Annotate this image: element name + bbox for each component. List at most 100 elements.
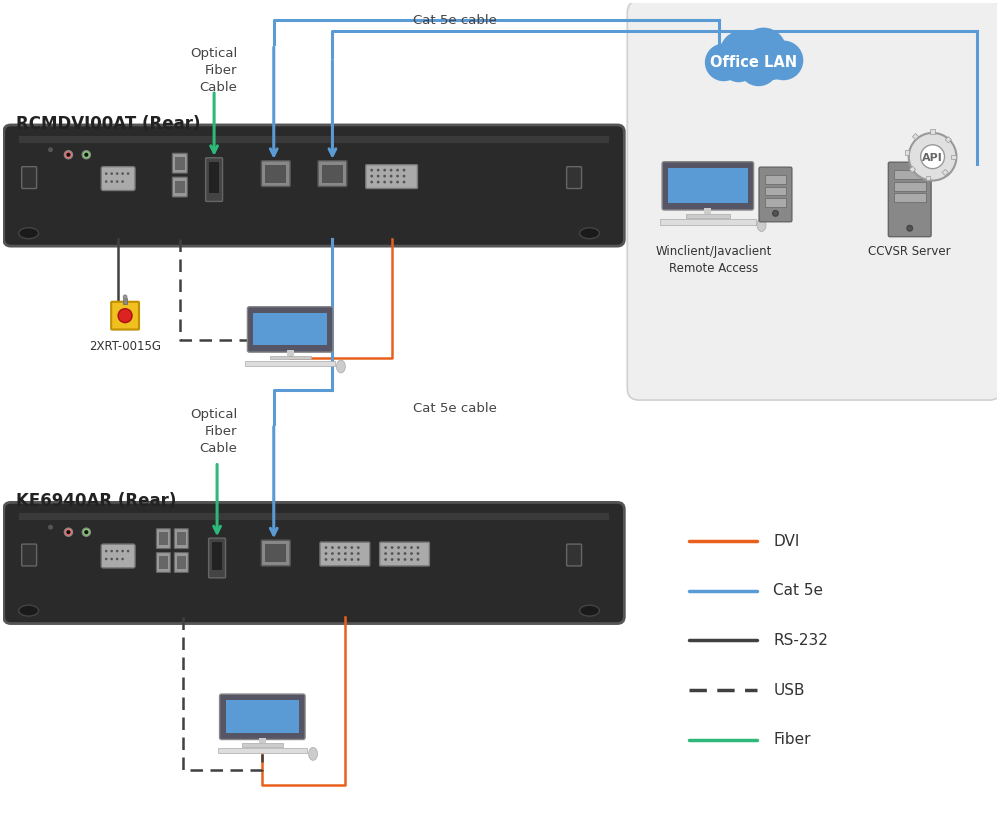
Circle shape — [48, 147, 53, 152]
FancyBboxPatch shape — [261, 161, 290, 187]
FancyBboxPatch shape — [759, 167, 792, 222]
Circle shape — [110, 550, 113, 552]
Bar — [287, 350, 294, 356]
Bar — [19, 136, 609, 143]
Circle shape — [773, 210, 778, 216]
Text: Winclient/Javaclient
Remote Access: Winclient/Javaclient Remote Access — [656, 245, 772, 275]
Circle shape — [370, 175, 373, 178]
Ellipse shape — [336, 360, 345, 373]
Bar — [942, 169, 948, 176]
Bar — [242, 743, 283, 746]
Bar — [177, 556, 186, 569]
Circle shape — [383, 169, 386, 172]
Text: API: API — [922, 153, 943, 163]
Text: RCMDVI00AT (Rear): RCMDVI00AT (Rear) — [16, 115, 200, 133]
Text: Cat 5e: Cat 5e — [773, 584, 823, 598]
Circle shape — [325, 552, 327, 555]
Ellipse shape — [19, 228, 39, 238]
Bar — [123, 298, 127, 304]
Circle shape — [391, 546, 393, 549]
Circle shape — [344, 546, 347, 549]
Bar — [226, 700, 299, 732]
Circle shape — [921, 145, 945, 169]
Circle shape — [338, 558, 340, 561]
Circle shape — [105, 173, 107, 175]
Circle shape — [331, 546, 334, 549]
FancyBboxPatch shape — [888, 162, 931, 237]
FancyBboxPatch shape — [318, 161, 347, 187]
Circle shape — [403, 169, 405, 172]
Bar — [265, 164, 286, 182]
Circle shape — [338, 546, 340, 549]
FancyBboxPatch shape — [4, 125, 624, 246]
FancyBboxPatch shape — [174, 529, 188, 548]
Circle shape — [377, 169, 380, 172]
Text: Optical
Fiber
Cable: Optical Fiber Cable — [190, 409, 237, 455]
Bar — [212, 542, 222, 570]
FancyBboxPatch shape — [209, 538, 226, 578]
FancyBboxPatch shape — [111, 302, 139, 330]
Bar — [209, 162, 219, 193]
Text: 2XRT-0015G: 2XRT-0015G — [89, 340, 161, 353]
FancyBboxPatch shape — [174, 552, 188, 572]
Circle shape — [404, 552, 406, 555]
Circle shape — [741, 28, 786, 73]
Ellipse shape — [309, 747, 318, 760]
Circle shape — [331, 558, 334, 561]
Circle shape — [357, 558, 360, 561]
Circle shape — [105, 550, 107, 552]
Circle shape — [64, 528, 73, 536]
Bar — [951, 155, 956, 159]
FancyBboxPatch shape — [101, 167, 135, 191]
Circle shape — [370, 181, 373, 183]
Bar — [259, 737, 266, 743]
Circle shape — [720, 30, 764, 74]
Circle shape — [384, 546, 387, 549]
Circle shape — [383, 175, 386, 178]
Circle shape — [739, 47, 778, 86]
Circle shape — [105, 557, 107, 561]
Circle shape — [410, 552, 413, 555]
Circle shape — [396, 175, 399, 178]
Circle shape — [370, 169, 373, 172]
Text: KE6940AR (Rear): KE6940AR (Rear) — [16, 492, 176, 510]
FancyBboxPatch shape — [627, 1, 1000, 400]
Circle shape — [82, 150, 90, 159]
FancyBboxPatch shape — [172, 177, 187, 197]
Bar — [175, 157, 185, 169]
Bar — [894, 193, 926, 202]
FancyBboxPatch shape — [320, 542, 370, 566]
Bar — [218, 748, 307, 753]
Circle shape — [48, 524, 53, 529]
Circle shape — [84, 530, 88, 534]
Circle shape — [384, 552, 387, 555]
FancyBboxPatch shape — [662, 162, 754, 210]
FancyBboxPatch shape — [261, 540, 290, 566]
Bar — [894, 169, 926, 178]
Circle shape — [417, 558, 419, 561]
Circle shape — [410, 546, 413, 549]
Bar — [930, 129, 935, 133]
Bar — [912, 133, 919, 140]
Circle shape — [403, 175, 405, 178]
Circle shape — [350, 546, 353, 549]
FancyBboxPatch shape — [567, 167, 582, 188]
Bar — [765, 174, 786, 183]
Circle shape — [350, 552, 353, 555]
Circle shape — [391, 558, 393, 561]
Bar — [926, 176, 930, 180]
Bar — [265, 544, 286, 562]
Bar — [668, 168, 748, 203]
Circle shape — [357, 552, 360, 555]
Bar — [765, 187, 786, 196]
Bar — [19, 513, 609, 520]
Circle shape — [338, 552, 340, 555]
Circle shape — [344, 552, 347, 555]
Text: Fiber: Fiber — [773, 732, 811, 747]
Text: RS-232: RS-232 — [773, 633, 828, 648]
Circle shape — [404, 558, 406, 561]
Bar — [894, 182, 926, 191]
Circle shape — [403, 181, 405, 183]
Text: Cat 5e cable: Cat 5e cable — [413, 14, 497, 26]
Circle shape — [909, 133, 956, 181]
